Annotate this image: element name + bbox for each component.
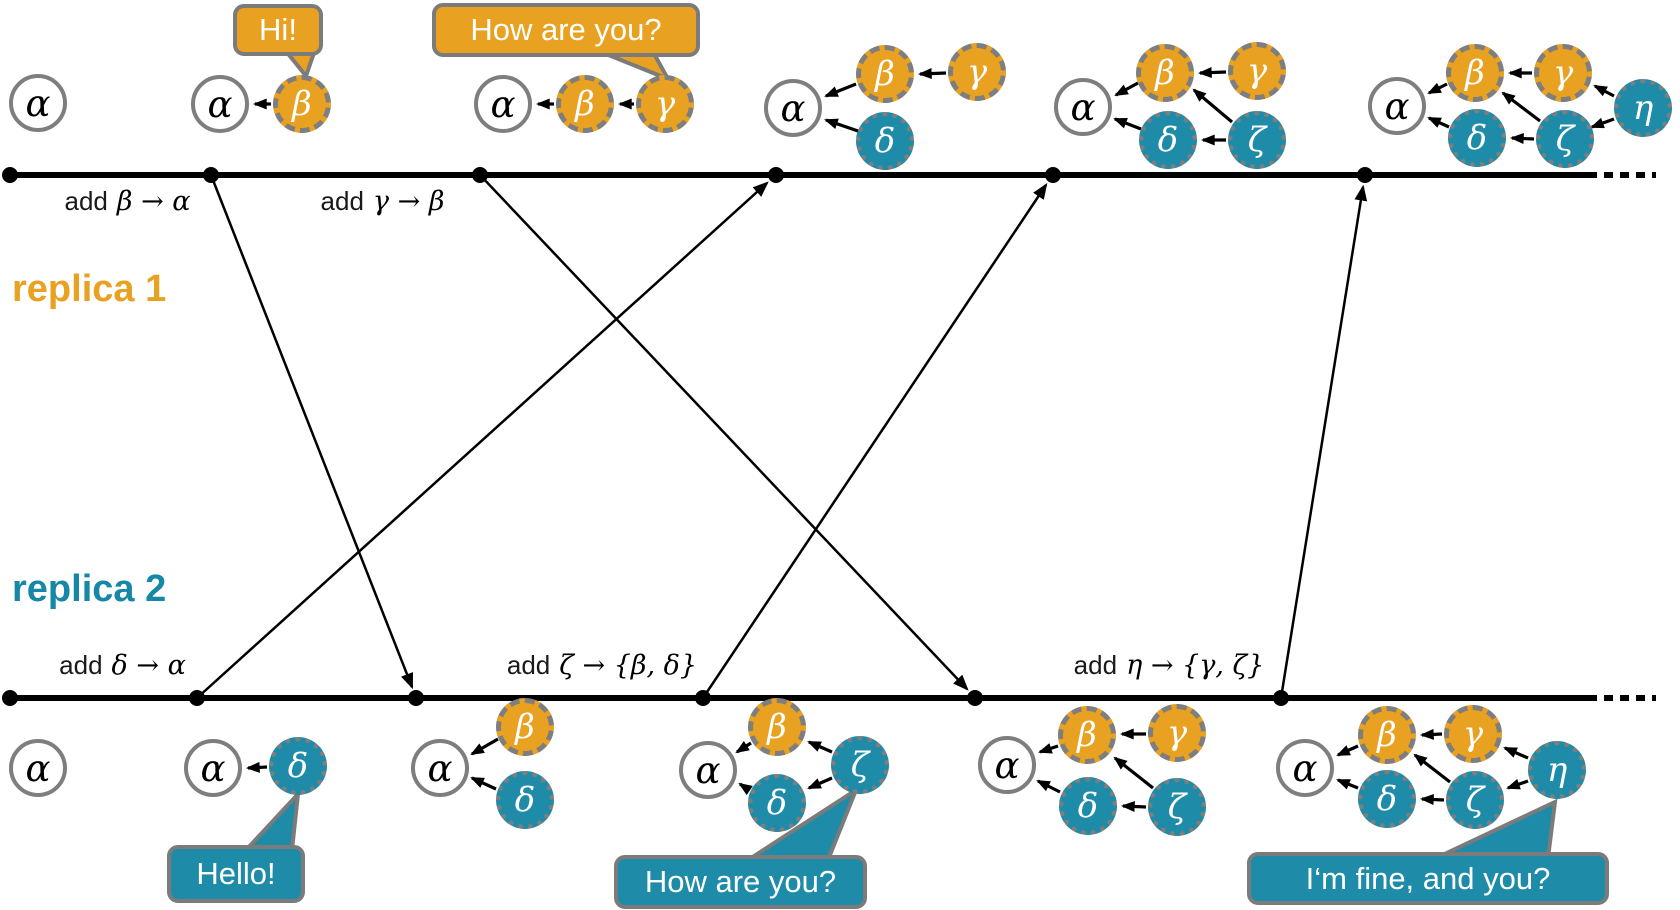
r2-s2-node-delta: δ	[269, 737, 327, 795]
r2-s6-node-gamma: γ	[1444, 705, 1502, 763]
r1-s5-node-delta: δ	[1139, 111, 1197, 169]
op-label-add-zeta: add ζ → {β, δ}	[488, 650, 716, 681]
sync-arrow-add-gamma	[479, 174, 969, 691]
r2-s4-node-alpha: α	[679, 741, 737, 799]
bubble-tail-hello	[241, 788, 301, 852]
op-verb: add	[59, 650, 103, 680]
r1-s6-node-alpha: α	[1368, 77, 1426, 135]
r1-s5-node-beta: β	[1136, 44, 1194, 102]
r2-s3-node-beta: β	[496, 698, 554, 756]
r1-s5-node-gamma: γ	[1228, 42, 1286, 100]
sync-arrow-add-eta	[1279, 184, 1368, 699]
replica-2-label: replica 2	[12, 568, 167, 610]
r2-s4-node-delta: δ	[748, 774, 806, 832]
r2-s5-node-beta: β	[1058, 706, 1116, 764]
op-verb: add	[320, 186, 364, 216]
r1-s4-node-alpha: α	[764, 79, 822, 137]
op-expression: ζ → {β, δ}	[559, 650, 698, 681]
sync-arrow-add-zeta	[701, 183, 1048, 699]
r1-s4-node-beta: β	[856, 45, 914, 103]
r1-s6-node-eta: η	[1614, 79, 1672, 137]
r1-s3-node-beta: β	[556, 75, 614, 133]
r2-s5-node-alpha: α	[978, 736, 1036, 794]
sync-arrow-add-beta	[209, 174, 414, 690]
r1-s5-node-alpha: α	[1054, 78, 1112, 136]
op-label-add-delta: add δ → α	[35, 650, 210, 681]
r2-s5-node-gamma: γ	[1148, 704, 1206, 762]
op-expression: δ → α	[111, 650, 186, 681]
r1-s2-node-beta: β	[273, 75, 331, 133]
op-expression: γ → β	[372, 186, 445, 217]
speech-bubble-how-are-you-1: How are you?	[432, 3, 700, 57]
r2-s6-node-alpha: α	[1276, 739, 1334, 797]
r2-s4-node-zeta: ζ	[831, 736, 889, 794]
r2-s5-node-zeta: ζ	[1148, 778, 1206, 836]
op-expression: β → α	[116, 186, 191, 217]
graph-edges-replica-1	[252, 67, 1615, 146]
r2-s6-node-zeta: ζ	[1446, 771, 1504, 829]
r2-s2-node-alpha: α	[184, 739, 242, 797]
speech-bubble-hi: Hi!	[233, 4, 323, 56]
speech-bubble-hello: Hello!	[167, 845, 305, 903]
speech-bubble-how-are-you-2: How are you?	[614, 855, 867, 909]
op-verb: add	[64, 186, 108, 216]
r1-s5-node-zeta: ζ	[1228, 111, 1286, 169]
r2-s5-node-delta: δ	[1059, 777, 1117, 835]
r1-s1-node-alpha: α	[9, 74, 67, 132]
op-label-add-eta: add η → {γ, ζ}	[1055, 650, 1283, 681]
r1-s2-node-alpha: α	[191, 75, 249, 133]
r1-s6-node-zeta: ζ	[1536, 110, 1594, 168]
r1-s6-node-beta: β	[1446, 44, 1504, 102]
r2-s3-node-delta: δ	[496, 771, 554, 829]
op-label-add-gamma: add γ → β	[295, 186, 470, 217]
speech-bubble-im-fine: I‘m fine, and you?	[1247, 852, 1609, 905]
r1-s6-node-delta: δ	[1448, 109, 1506, 167]
r2-s3-node-alpha: α	[411, 739, 469, 797]
r2-s4-node-beta: β	[748, 698, 806, 756]
r2-s1-node-alpha: α	[9, 739, 67, 797]
r1-s3-node-gamma: γ	[636, 75, 694, 133]
op-label-add-beta: add β → α	[40, 186, 215, 217]
graph-edges-replica-2	[245, 728, 1529, 813]
r1-s4-node-delta: δ	[856, 112, 914, 170]
sync-arrows	[196, 174, 1368, 699]
speech-bubble-tails	[241, 48, 1558, 862]
r2-s6-node-delta: δ	[1358, 770, 1416, 828]
r1-s4-node-gamma: γ	[948, 43, 1006, 101]
sync-arrow-add-delta	[196, 181, 769, 699]
timeline-event-dots	[2, 167, 1373, 706]
r1-s3-node-alpha: α	[474, 75, 532, 133]
replica-1-label: replica 1	[12, 268, 167, 310]
r1-s6-node-gamma: γ	[1534, 44, 1592, 102]
r2-s6-node-eta: η	[1528, 741, 1586, 799]
op-verb: add	[506, 650, 551, 680]
op-verb: add	[1073, 650, 1118, 680]
op-expression: η → {γ, ζ}	[1126, 650, 1265, 681]
r2-s6-node-beta: β	[1358, 706, 1416, 764]
